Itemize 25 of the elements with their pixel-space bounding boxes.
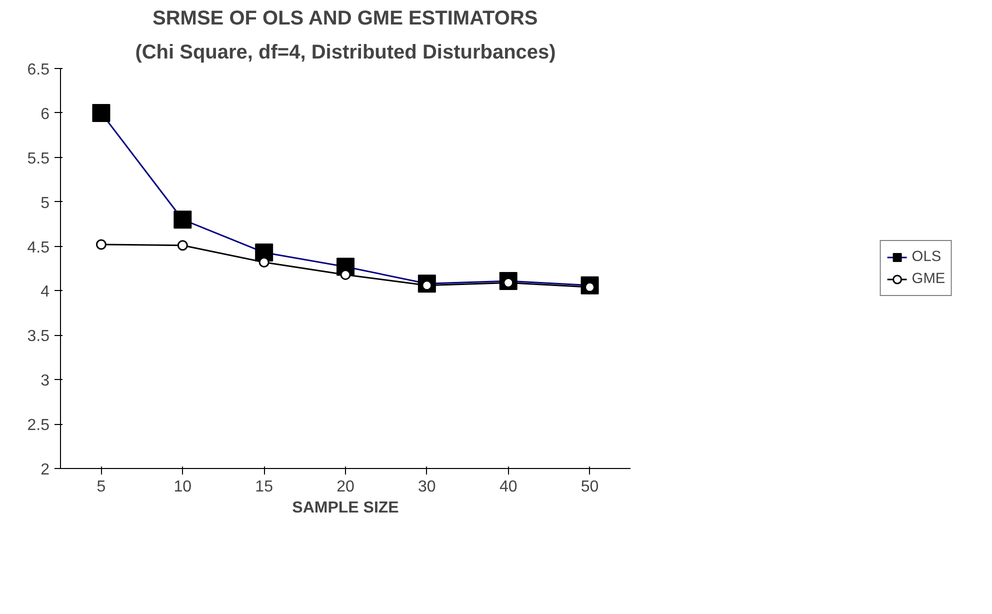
point: [177, 240, 188, 251]
x-tick-label: 15: [255, 478, 274, 496]
chart-subtitle: (Chi Square, df=4, Distributed Disturbances): [135, 42, 556, 64]
chart-title: SRMSE OF OLS AND GME ESTIMATORS: [152, 8, 538, 30]
y-tick-label: 3.5: [27, 328, 50, 346]
y-tick-label: 2.5: [27, 417, 50, 434]
point: [258, 257, 270, 268]
y-tick-label: 3: [40, 372, 50, 390]
y-tick-label: 2: [40, 462, 50, 478]
y-tick-label: 4: [40, 284, 50, 301]
legend-label: GME: [912, 271, 946, 287]
x-tick-label: 10: [174, 478, 192, 496]
y-tick-label: 5.5: [27, 150, 50, 168]
y-tick-label: 6.5: [27, 62, 50, 78]
legend-label: OLS: [912, 249, 942, 265]
x-tick-label: 20: [336, 478, 354, 496]
y-tick-label: 6: [40, 106, 50, 123]
x-tick-label: 30: [418, 478, 436, 496]
point: [96, 239, 106, 250]
x-tick-label: 50: [580, 478, 599, 496]
x-tick-label: 40: [499, 478, 518, 496]
x-axis-title: SAMPLE SIZE: [292, 500, 400, 516]
y-tick-label: 5: [40, 194, 50, 212]
x-tick-label: 5: [96, 478, 106, 496]
y-tick-label: 4.5: [27, 239, 50, 256]
